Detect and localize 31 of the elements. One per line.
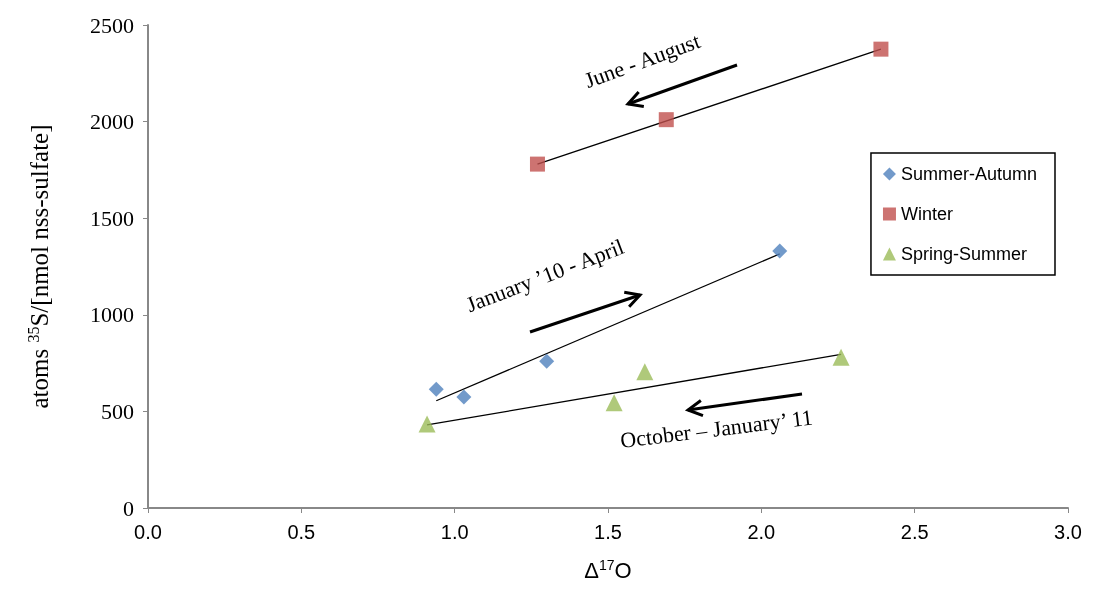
y-tick-label: 2500: [90, 12, 134, 38]
point: [418, 415, 436, 433]
point: [539, 353, 555, 369]
point: [529, 156, 545, 172]
y-tick-label: 500: [101, 398, 134, 424]
point: [636, 363, 654, 381]
legend-label: Spring-Summer: [900, 244, 1028, 264]
annotation: October – January’ 11: [618, 404, 815, 454]
annotation: January ’10 - April: [462, 233, 628, 318]
x-tick-label: 3.0: [1054, 521, 1082, 543]
y-tick-label: 2000: [90, 109, 134, 135]
point: [428, 381, 444, 397]
point: [832, 348, 850, 366]
x-tick-label: 1.5: [594, 521, 622, 543]
point: [772, 243, 788, 259]
x-tick-label: 0.5: [287, 521, 316, 543]
legend-label: Summer-Autumn: [900, 164, 1038, 184]
point: [605, 394, 623, 412]
point: [658, 112, 674, 128]
x-tick-label: 2.5: [900, 521, 929, 543]
y-tick-label: 1000: [90, 302, 134, 328]
x-tick-label: 1.0: [440, 521, 469, 543]
legend-label: Winter: [900, 204, 953, 224]
y-tick-label: 0: [123, 495, 134, 521]
point: [456, 389, 472, 405]
point: [873, 41, 889, 57]
x-tick-label: 0.0: [134, 521, 162, 543]
annotation: June - August: [581, 28, 704, 94]
y-tick-label: 1500: [90, 205, 134, 231]
y-axis-title: atoms 35S/[nmol nss-sulfate]: [24, 124, 53, 409]
x-tick-label: 2.0: [747, 521, 776, 543]
